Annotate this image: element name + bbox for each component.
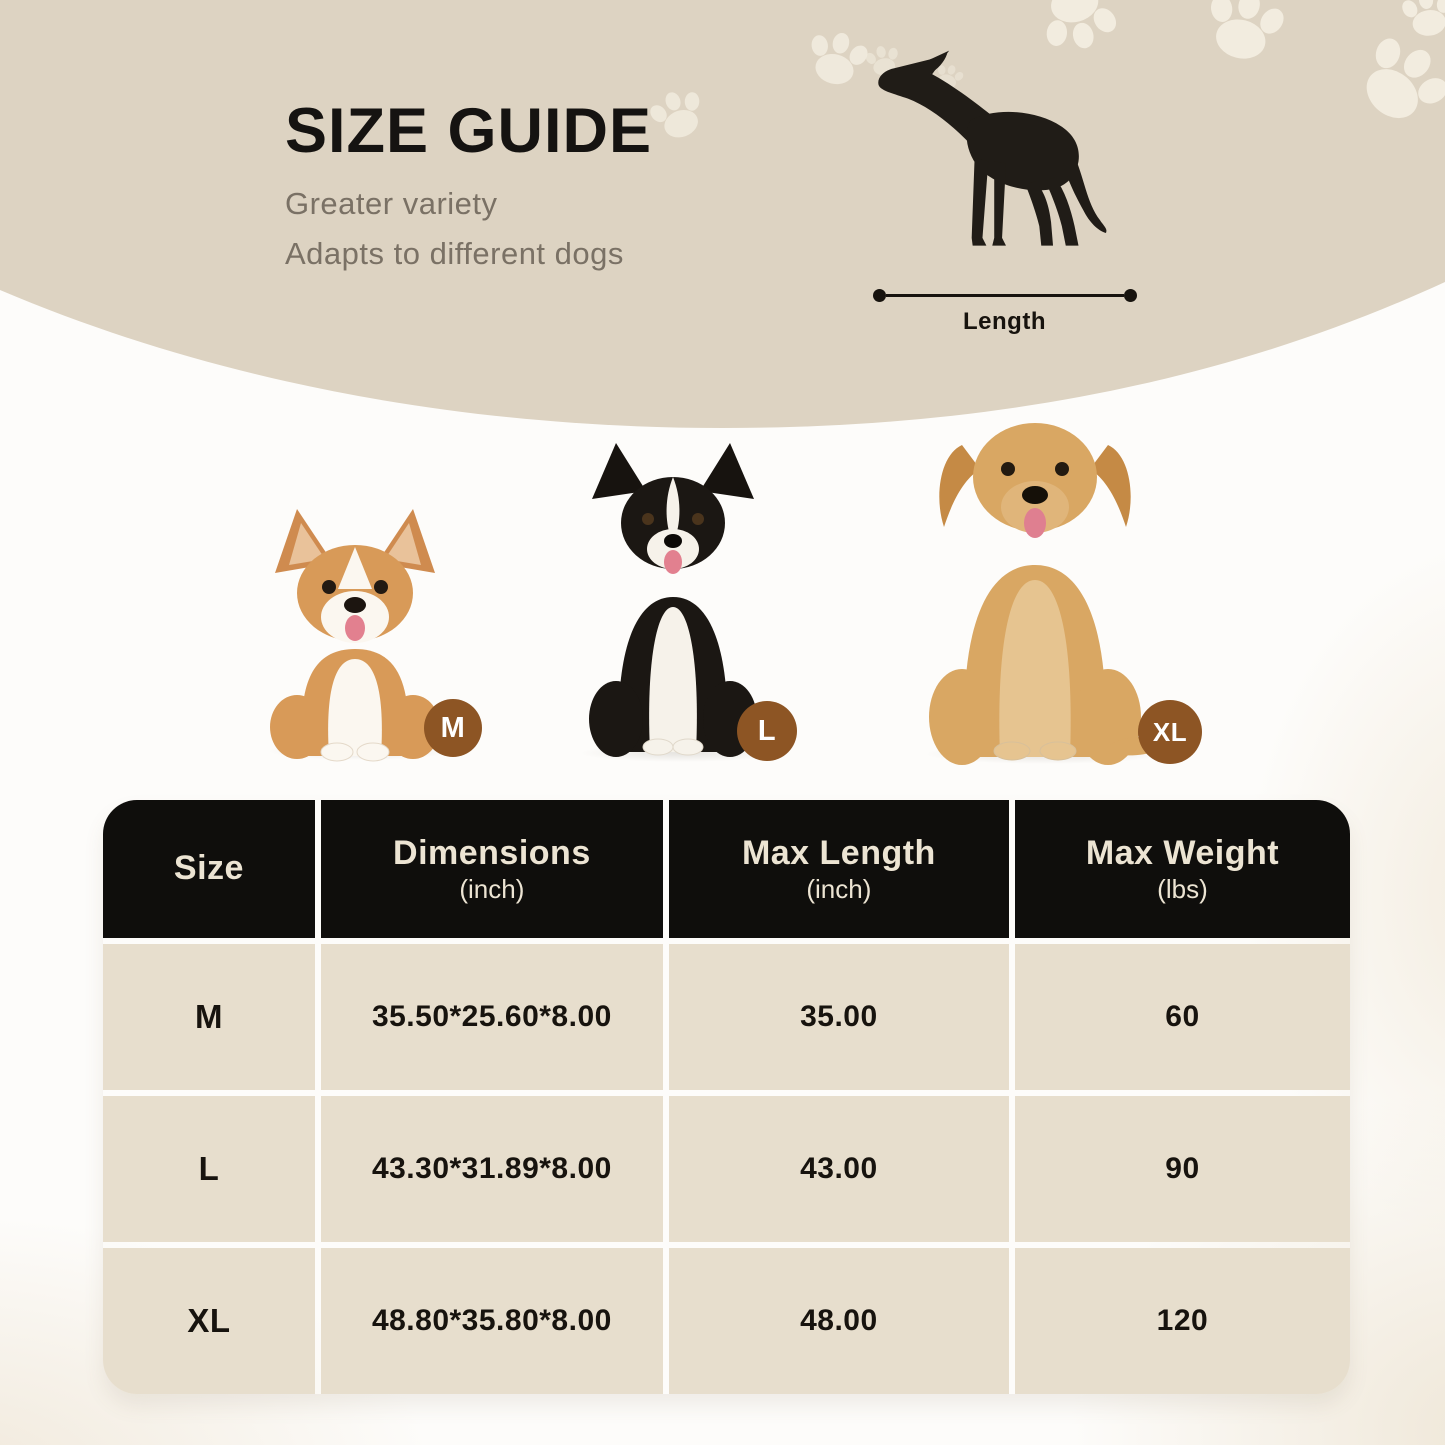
header-curve-background xyxy=(0,0,1445,428)
greyhound-silhouette-icon xyxy=(877,50,1106,246)
table-cell-dimensions: 43.30*31.89*8.00 xyxy=(320,1096,663,1242)
table-cell-size: L xyxy=(103,1096,315,1242)
subtitle-line-2: Adapts to different dogs xyxy=(285,236,624,272)
size-badge-l: L xyxy=(737,701,797,761)
size-badge-xl: XL xyxy=(1138,700,1202,764)
size-table: Size Dimensions (inch) Max Length (inch)… xyxy=(103,800,1350,1394)
length-measurement-diagram: Length xyxy=(862,34,1147,336)
paw-icon xyxy=(1326,6,1445,158)
paw-icon xyxy=(792,14,882,104)
table-cell-max-length: 48.00 xyxy=(668,1248,1009,1394)
column-header-dimensions: Dimensions (inch) xyxy=(320,800,663,938)
column-header-max-weight: Max Weight (lbs) xyxy=(1014,800,1350,938)
table-cell-max-length: 43.00 xyxy=(668,1096,1009,1242)
table-cell-max-weight: 120 xyxy=(1014,1248,1350,1394)
size-badge-m: M xyxy=(424,699,482,757)
paw-icon xyxy=(1392,0,1445,50)
measure-line-bar xyxy=(885,294,1124,297)
column-header-max-length: Max Length (inch) xyxy=(668,800,1009,938)
table-cell-size: XL xyxy=(103,1248,315,1394)
length-measure-line xyxy=(872,289,1137,302)
table-cell-max-weight: 90 xyxy=(1014,1096,1350,1242)
paw-icon xyxy=(1022,0,1135,72)
subtitle-line-1: Greater variety xyxy=(285,186,498,222)
column-header-size: Size xyxy=(103,800,315,938)
paw-icon xyxy=(1186,0,1302,84)
measure-dot-icon xyxy=(872,289,886,302)
corgi-photo xyxy=(245,500,465,762)
table-cell-max-length: 35.00 xyxy=(668,944,1009,1090)
length-label: Length xyxy=(963,308,1046,335)
table-cell-size: M xyxy=(103,944,315,1090)
header: SIZE GUIDE Greater variety Adapts to dif… xyxy=(285,98,652,272)
golden-retriever-photo xyxy=(900,385,1170,765)
table-cell-dimensions: 35.50*25.60*8.00 xyxy=(320,944,663,1090)
page-title: SIZE GUIDE xyxy=(285,96,653,166)
table-cell-dimensions: 48.80*35.80*8.00 xyxy=(320,1248,663,1394)
paw-icon xyxy=(636,73,721,158)
measure-dot-icon xyxy=(1123,289,1137,302)
border-collie-photo xyxy=(568,432,778,762)
table-cell-max-weight: 60 xyxy=(1014,944,1350,1090)
